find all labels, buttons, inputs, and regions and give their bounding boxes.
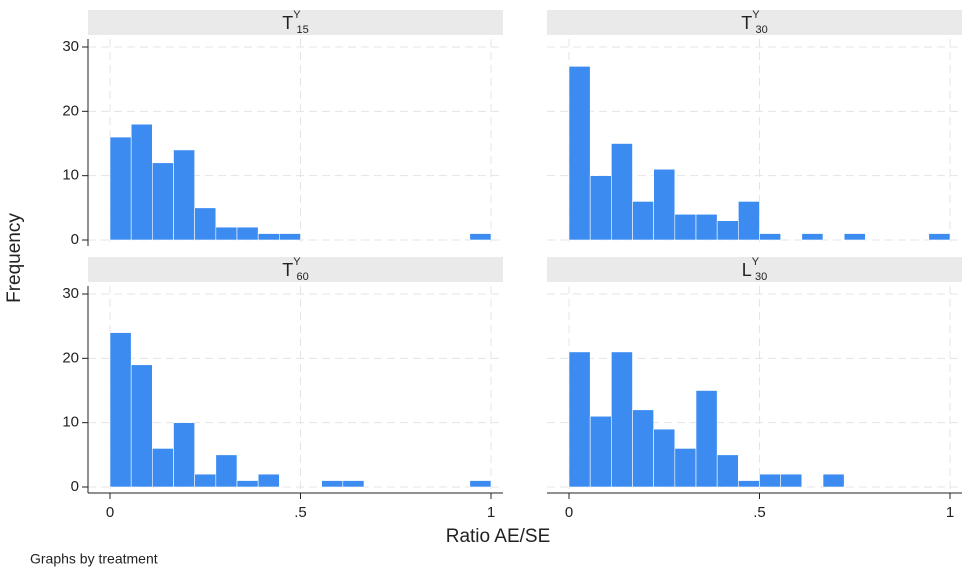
bar <box>152 448 174 488</box>
bar <box>653 428 676 488</box>
panel-title: TY 15 <box>282 9 309 36</box>
y-tick-label: 30 <box>62 38 79 55</box>
note: Graphs by treatment <box>30 551 158 567</box>
y-tick-label: 10 <box>62 414 79 431</box>
title-main: T <box>741 13 752 33</box>
bar <box>109 332 132 488</box>
bar <box>173 149 195 241</box>
bar <box>194 207 217 241</box>
x-tick-label: .5 <box>753 504 766 521</box>
y-tick-label: 20 <box>62 102 79 119</box>
x-tick-label: 1 <box>946 504 954 521</box>
title-superscript: Y <box>293 9 301 21</box>
panel-strip <box>547 10 962 35</box>
panel-title: TY 30 <box>741 9 768 36</box>
bar <box>695 213 718 241</box>
bar <box>215 454 238 488</box>
x-tick-label: .5 <box>294 504 307 521</box>
y-tick-label: 30 <box>62 285 79 302</box>
y-tick-label: 0 <box>71 478 79 495</box>
title-superscript: Y <box>752 9 760 21</box>
x-axis-label: Ratio AE/SE <box>446 526 551 547</box>
title-subscript: 30 <box>755 271 767 283</box>
bar <box>780 473 803 488</box>
bar <box>215 226 238 241</box>
bar <box>759 233 781 241</box>
bar <box>653 168 676 241</box>
bar <box>716 220 739 241</box>
bar <box>236 480 259 488</box>
panel-title: TY 60 <box>282 256 309 283</box>
bar <box>194 473 217 488</box>
bar <box>342 480 365 488</box>
bar <box>674 448 697 488</box>
bar <box>257 233 280 241</box>
bar <box>321 480 344 488</box>
bar <box>236 226 259 241</box>
bar <box>589 415 612 488</box>
bar <box>716 454 739 488</box>
bar <box>568 66 591 241</box>
panel-strip <box>88 10 503 35</box>
bar <box>469 233 492 241</box>
bar <box>568 351 591 488</box>
bar <box>738 480 760 488</box>
x-tick-label: 0 <box>565 504 573 521</box>
bar <box>173 422 195 488</box>
y-tick-label: 10 <box>62 167 79 184</box>
x-tick-label: 1 <box>487 504 495 521</box>
bar <box>822 473 845 488</box>
title-subscript: 60 <box>297 271 309 283</box>
bar <box>469 480 492 488</box>
bar <box>738 201 760 241</box>
bar <box>632 201 654 241</box>
title-superscript: Y <box>293 256 301 268</box>
title-superscript: Y <box>752 256 760 268</box>
bar <box>674 213 697 241</box>
title-main: L <box>742 260 752 280</box>
title-main: T <box>282 13 293 33</box>
title-subscript: 15 <box>297 24 309 36</box>
bar <box>928 233 951 241</box>
bar <box>695 390 718 488</box>
panel-strip <box>88 257 503 282</box>
bar <box>801 233 824 241</box>
title-subscript: 30 <box>756 24 768 36</box>
bar <box>130 364 153 488</box>
bar <box>843 233 866 241</box>
bar <box>109 136 132 241</box>
bar <box>632 409 654 488</box>
bar <box>611 143 633 241</box>
bar <box>759 473 781 488</box>
title-main: T <box>282 260 293 280</box>
y-axis-label: Frequency <box>4 213 25 303</box>
bar <box>130 123 153 241</box>
bar <box>611 351 633 488</box>
bar <box>279 233 301 241</box>
y-tick-label: 0 <box>71 231 79 248</box>
bar <box>589 175 612 241</box>
x-tick-label: 0 <box>106 504 114 521</box>
panel-title: LY 30 <box>742 256 768 283</box>
panel-strip <box>547 257 962 282</box>
bar <box>257 473 280 488</box>
y-tick-label: 20 <box>62 349 79 366</box>
bar <box>152 162 174 241</box>
